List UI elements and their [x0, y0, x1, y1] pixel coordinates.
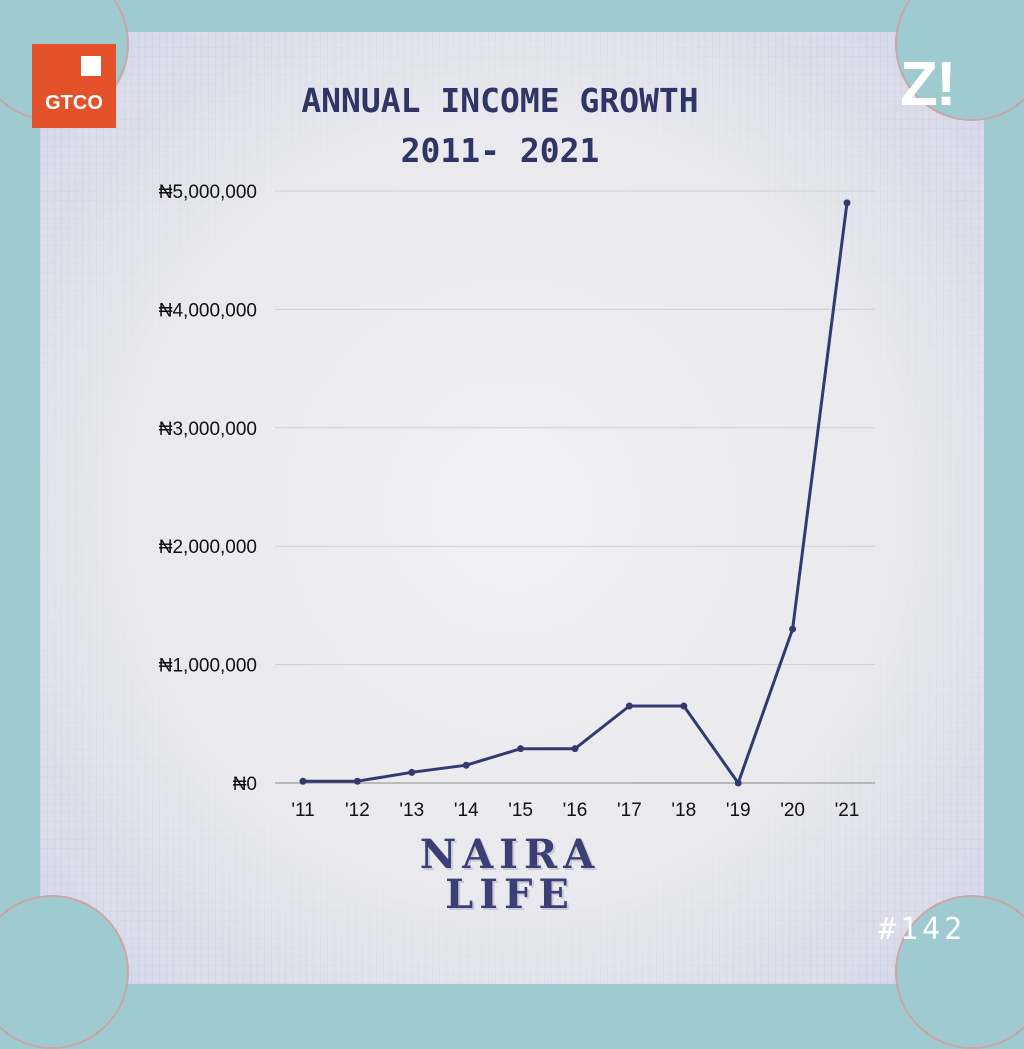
x-axis-tick-labels: '11 '12 '13 '14 '15 '16 '17 '18 '19 '20 '21 — [291, 800, 859, 821]
line-chart: ₦0 ₦1,000,000 ₦2,000,000 ₦3,000,000 ₦4,000,0… — [159, 182, 875, 821]
x-tick-label: '21 — [835, 800, 860, 821]
x-tick-label: '20 — [780, 800, 805, 821]
data-point — [462, 761, 470, 769]
data-point — [408, 768, 416, 776]
chart-title-line-2: 2011- 2021 — [400, 131, 600, 170]
y-axis-tick-labels: ₦0 ₦1,000,000 ₦2,000,000 ₦3,000,000 ₦4,000,0… — [159, 182, 257, 795]
issue-number: #142 — [878, 912, 967, 947]
data-point — [843, 199, 851, 207]
x-tick-label: '16 — [563, 800, 588, 821]
naira-life-logo-line-1: NAIRA — [419, 831, 601, 878]
chart-title-line-1: ANNUAL INCOME GROWTH — [301, 81, 699, 120]
data-point — [299, 777, 307, 785]
y-tick-label: ₦4,000,000 — [159, 300, 257, 321]
gtco-logo: GTCO — [32, 44, 116, 128]
zikoko-logo: Z! — [900, 50, 957, 119]
data-point — [571, 745, 579, 753]
gtco-square-icon — [81, 56, 101, 76]
data-point — [625, 702, 633, 710]
x-tick-label: '17 — [617, 800, 642, 821]
x-tick-label: '19 — [726, 800, 751, 821]
y-tick-label: ₦1,000,000 — [159, 656, 257, 677]
data-point — [680, 702, 688, 710]
naira-life-logo-line-2: LIFE — [445, 871, 575, 918]
corner-cutout — [895, 0, 1024, 121]
x-tick-label: '11 — [291, 800, 314, 821]
gtco-logo-text: GTCO — [45, 92, 103, 114]
x-tick-label: '15 — [508, 800, 533, 821]
series-line — [301, 201, 849, 785]
x-tick-label: '14 — [454, 800, 479, 821]
x-tick-label: '18 — [671, 800, 696, 821]
data-point — [734, 779, 742, 787]
y-tick-label: ₦2,000,000 — [159, 537, 257, 558]
corner-cutout — [895, 895, 1024, 1049]
data-point — [517, 745, 525, 753]
x-tick-label: '12 — [345, 800, 370, 821]
corner-cutout — [0, 895, 129, 1049]
y-tick-label: ₦0 — [233, 774, 257, 795]
x-tick-label: '13 — [399, 800, 424, 821]
y-tick-label: ₦3,000,000 — [159, 419, 257, 440]
grid-lines — [275, 190, 875, 784]
data-point — [789, 625, 797, 633]
series-layer — [299, 199, 851, 787]
data-point — [353, 777, 361, 785]
y-tick-label: ₦5,000,000 — [159, 182, 257, 203]
